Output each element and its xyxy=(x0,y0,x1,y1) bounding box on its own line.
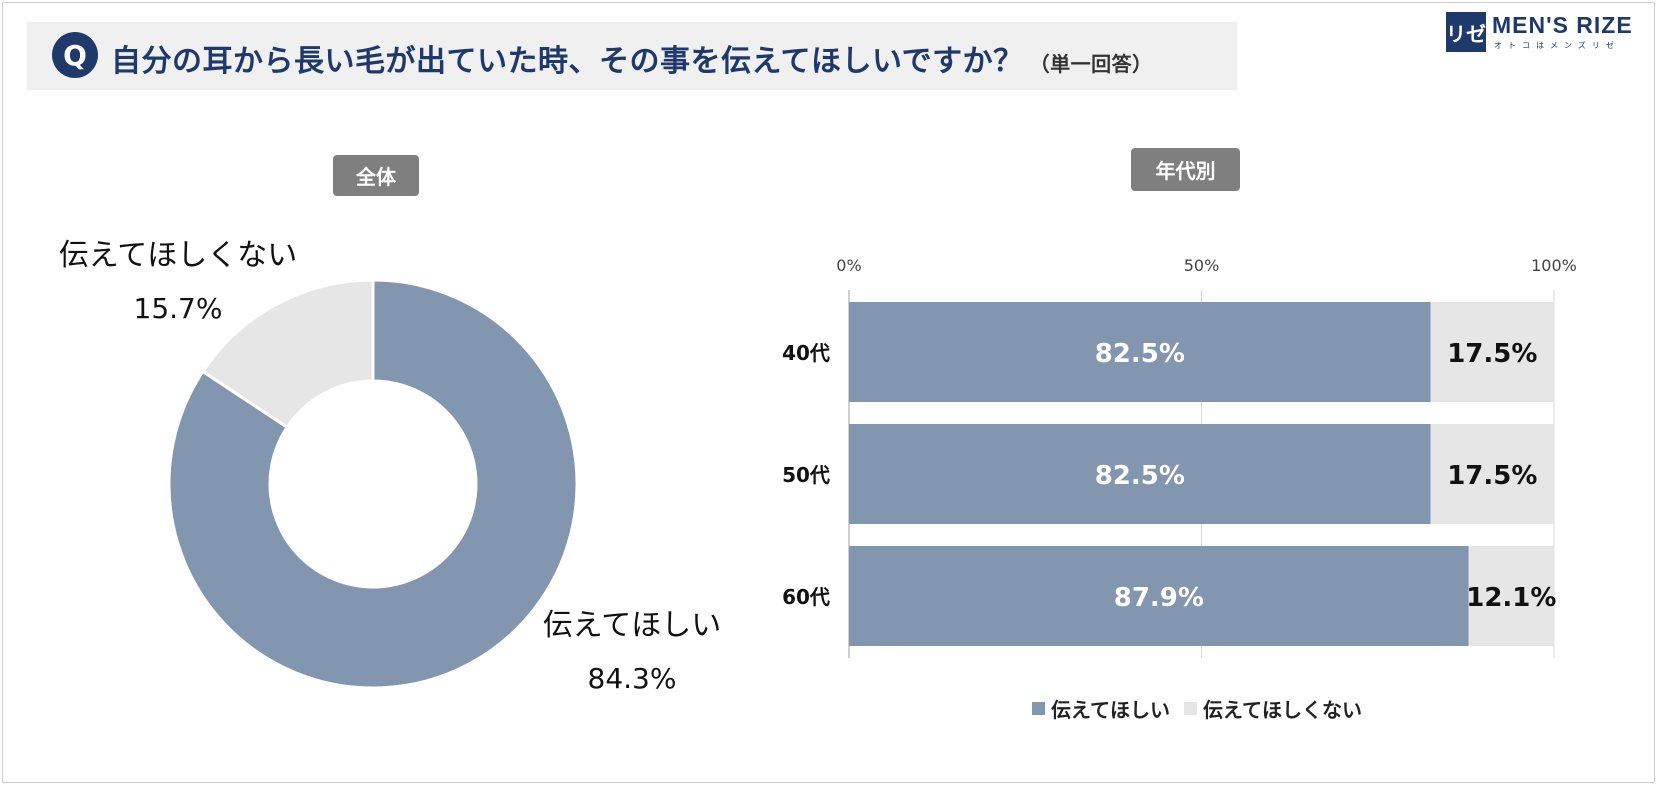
age-tag: 年代別 xyxy=(1131,148,1240,191)
legend-label-yes: 伝えてほしい xyxy=(1051,698,1170,722)
bar-value-label: 12.1% xyxy=(1466,583,1556,613)
x-tick-label: 100% xyxy=(1531,256,1577,275)
legend-swatch-no xyxy=(1184,702,1197,715)
x-tick-label: 50% xyxy=(1184,256,1220,275)
category-label: 50代 xyxy=(782,463,830,487)
donut-label-0: 伝えてほしい xyxy=(543,608,722,643)
question-text: 自分の耳から長い毛が出ていた時、その事を伝えてほしいですか？ （単一回答） xyxy=(111,36,1153,80)
donut-slice-1 xyxy=(200,278,375,430)
category-label: 40代 xyxy=(782,341,830,365)
donut-value-1: 15.7% xyxy=(134,292,223,325)
question-main: 自分の耳から長い毛が出ていた時、その事を伝えてほしいですか？ xyxy=(111,44,1024,79)
bar-value-label: 82.5% xyxy=(1095,339,1185,369)
overall-tag: 全体 xyxy=(333,155,419,196)
question-bar: Q 自分の耳から長い毛が出ていた時、その事を伝えてほしいですか？ （単一回答） xyxy=(27,22,1237,90)
bar-value-label: 87.9% xyxy=(1114,583,1204,613)
brand-logo: リゼ MEN'S RIZE オトコはメンズリゼ xyxy=(1446,12,1646,52)
category-label: 60代 xyxy=(782,585,830,609)
bar-segment-1 xyxy=(1430,302,1554,402)
bar-segment-0 xyxy=(849,302,1431,402)
legend-swatch-yes xyxy=(1032,702,1045,715)
bar-legend: 伝えてほしい 伝えてほしくない xyxy=(1032,694,1362,723)
bar-segment-1 xyxy=(1468,546,1554,646)
age-bar-chart: 0% 50% 100% 40代 82.5% 17.5% 50代 82.5% 17.5% 60代 87… xyxy=(782,256,1577,658)
bar-value-label: 17.5% xyxy=(1447,461,1537,491)
bar-segment-0 xyxy=(849,546,1469,646)
logo-tagline: オトコはメンズリゼ xyxy=(1494,41,1620,50)
question-badge: Q xyxy=(52,32,98,78)
bar-value-label: 17.5% xyxy=(1447,339,1537,369)
x-tick-label: 0% xyxy=(836,256,861,275)
legend-item-no: 伝えてほしくない xyxy=(1184,694,1362,723)
logo-mark-icon: リゼ xyxy=(1446,12,1486,52)
logo-name: MEN'S RIZE xyxy=(1492,12,1633,38)
donut-value-0: 84.3% xyxy=(588,662,677,695)
bar-value-label: 82.5% xyxy=(1095,461,1185,491)
donut-slice-0 xyxy=(167,278,579,690)
question-note: （単一回答） xyxy=(1029,52,1153,76)
legend-label-no: 伝えてほしくない xyxy=(1203,698,1362,722)
donut-label-1: 伝えてほしくない xyxy=(59,238,298,273)
donut-chart: 伝えてほしい 84.3% 伝えてほしくない 15.7% xyxy=(59,238,722,695)
bar-segment-0 xyxy=(849,424,1431,524)
legend-item-yes: 伝えてほしい xyxy=(1032,694,1170,723)
bar-segment-1 xyxy=(1430,424,1554,524)
